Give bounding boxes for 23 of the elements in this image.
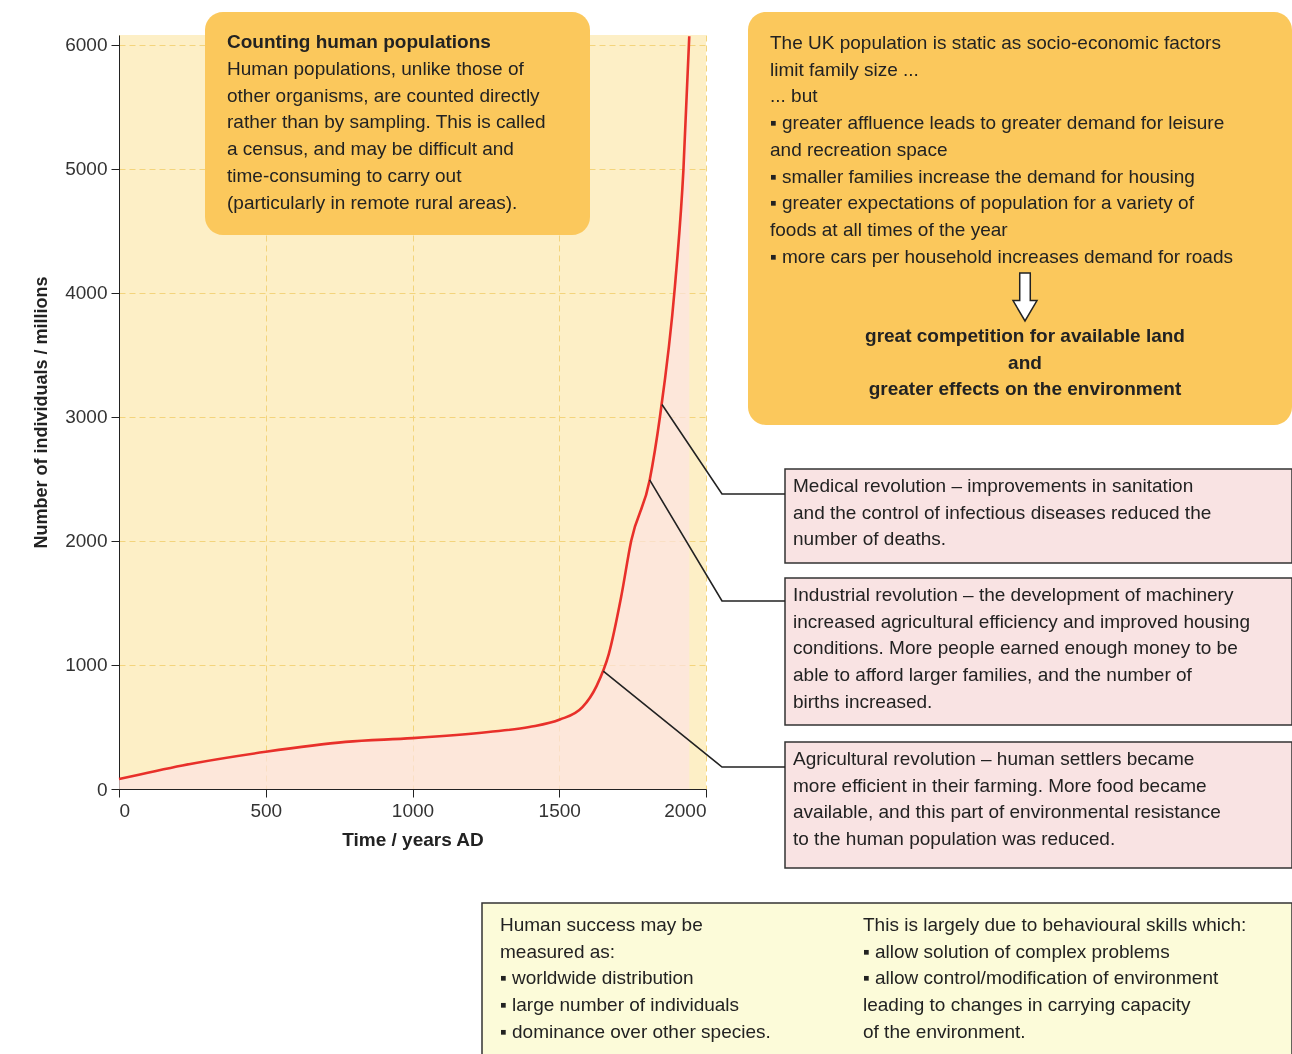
annotation: Medical revolution – improvements in sanitation and the control of infectious diseases reduced the number of deaths. <box>793 475 1212 550</box>
x-tick-label: 0 <box>119 799 131 821</box>
y-tick-label: 5000 <box>65 158 108 180</box>
x-tick-label: 500 <box>250 799 283 821</box>
annotation: Counting human populations <box>227 31 491 52</box>
annotation: Human populations, unlike those of other organisms, are counted directly rather than by sampling. This is called a census, and may be difficult and time-consuming to carry out (particularly in remote rural areas). <box>227 58 546 213</box>
y-tick-label: 4000 <box>65 282 108 304</box>
x-tick-label: 1000 <box>391 799 435 821</box>
x-tick-label: 2000 <box>664 799 707 821</box>
x-axis-title: Time / years AD <box>342 828 484 850</box>
y-tick-label: 2000 <box>65 530 108 552</box>
annotation: Industrial revolution – the development of machinery increased agricultural efficiency and improved housing conditions. More people earned enough money to be able to afford larger families, and the number of births increased. <box>793 584 1250 712</box>
text: Human success may be measured as: ▪ worldwide distribution ▪ large number of individuals ▪ dominance over other species. <box>500 914 771 1042</box>
x-tick-label: 1500 <box>538 799 581 821</box>
text: The UK population is static as socio-economic factors limit family size ... ... but ▪ greater affluence leads to greater demand for leisure and recreation space ▪ smaller families increase the demand for housing ▪ greater expectations of population for a variety of foods at all times of the year ▪ more cars per household increases demand for roads <box>770 32 1233 267</box>
annotation: Agricultural revolution – human settlers became more efficient in their farming. More food became available, and this part of environmental resistance to the human population was reduced. <box>793 748 1221 850</box>
text: great competition for available land and greater effects on the environment <box>865 325 1185 400</box>
y-tick-label: 0 <box>96 778 108 800</box>
y-tick-label: 3000 <box>65 406 108 428</box>
y-tick-label: 6000 <box>65 34 108 56</box>
y-tick-label: 1000 <box>65 654 108 676</box>
text: This is largely due to behavioural skills which: ▪ allow solution of complex problems ▪ allow control/modification of environment leading to changes in carrying capacity of the environment. <box>863 914 1247 1042</box>
y-axis-title: Number of individuals / millions <box>31 276 52 549</box>
